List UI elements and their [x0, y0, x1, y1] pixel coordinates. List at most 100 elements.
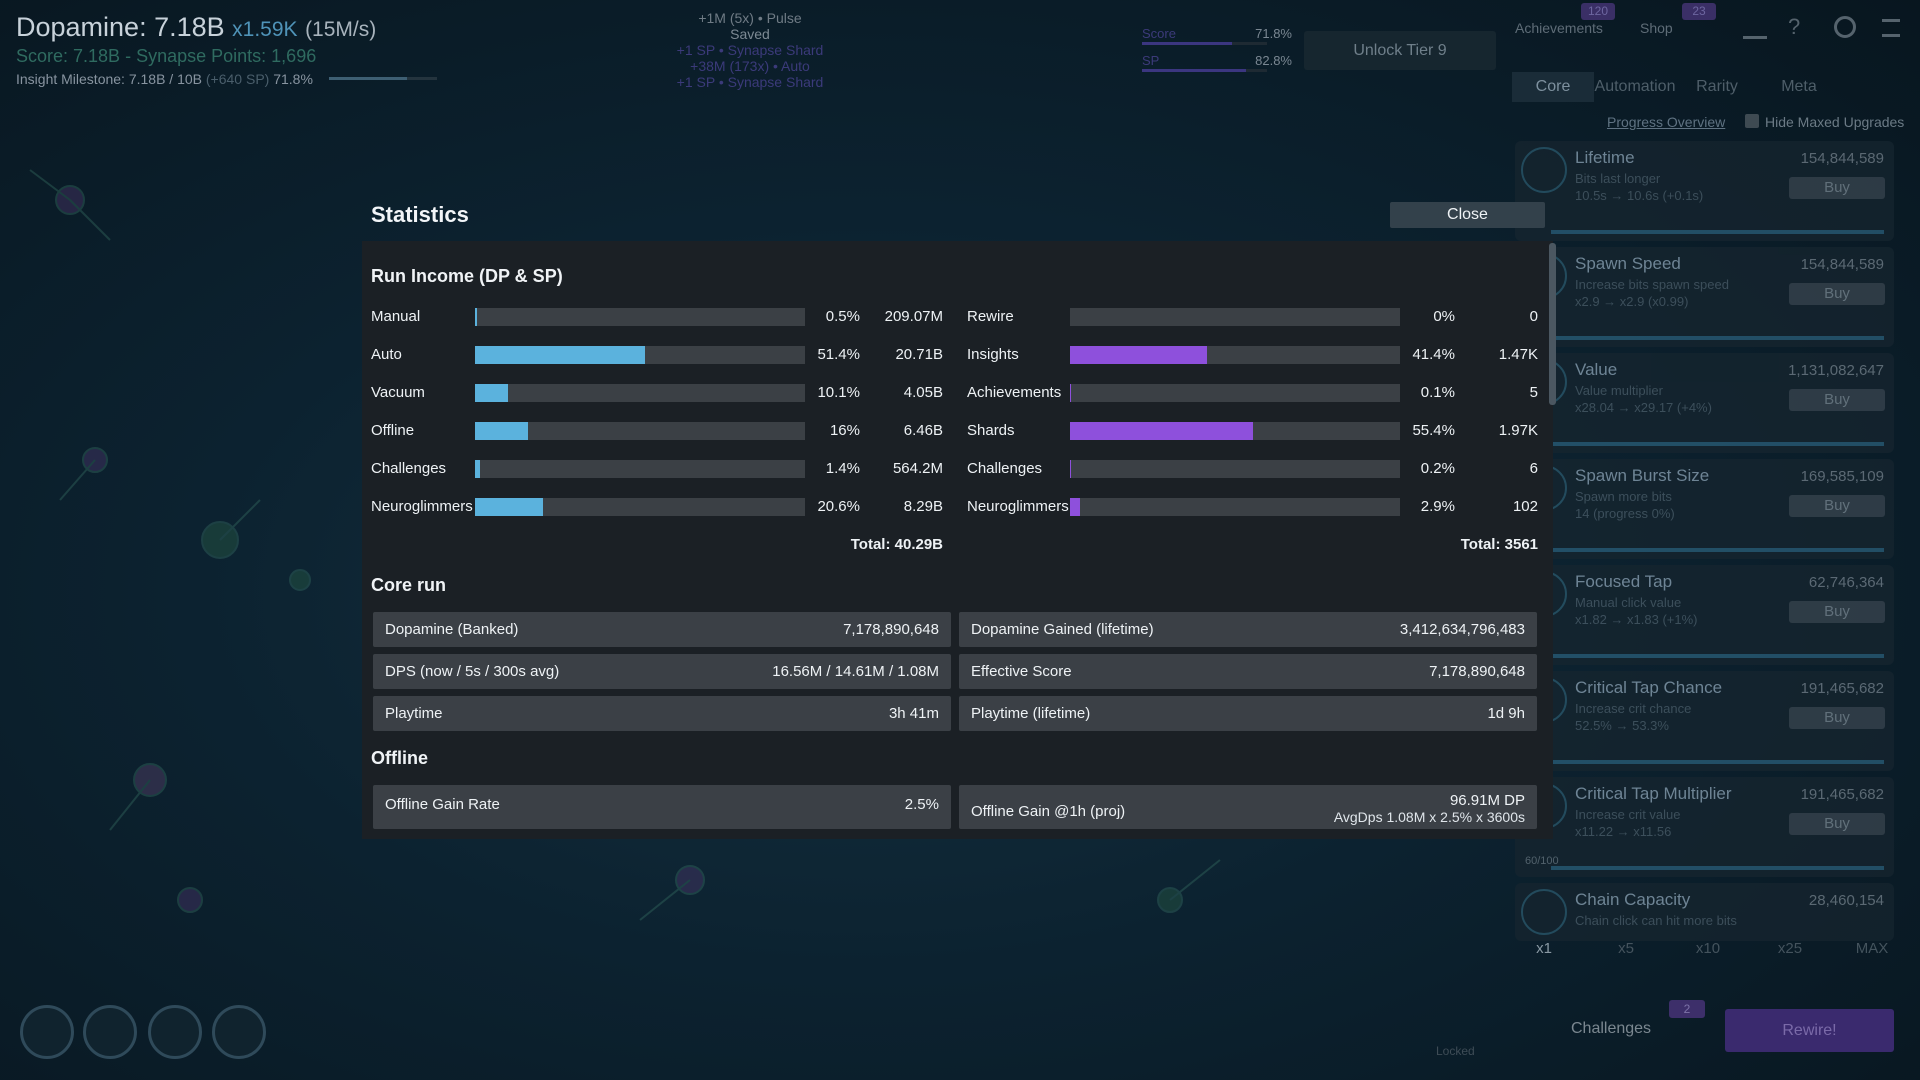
income-amount: 5	[1529, 384, 1538, 401]
buy-button[interactable]: Buy	[1789, 495, 1885, 517]
ability-icon[interactable]	[20, 1005, 74, 1059]
income-label: Shards	[967, 422, 1015, 439]
upgrade-icon	[1521, 147, 1567, 193]
stat-label: Playtime	[385, 705, 443, 722]
buy-amount[interactable]: MAX	[1855, 940, 1889, 957]
upgrade-progress	[1551, 230, 1884, 234]
tab[interactable]: Meta	[1781, 78, 1817, 95]
hide-maxed[interactable]: Hide Maxed Upgrades	[1765, 114, 1905, 130]
challenges-badge: 2	[1669, 1000, 1705, 1018]
separator: -	[125, 46, 132, 66]
income-bar	[475, 460, 480, 478]
buy-button[interactable]: Buy	[1789, 283, 1885, 305]
income-label: Vacuum	[371, 384, 425, 401]
challenges-button[interactable]: Challenges	[1571, 1020, 1652, 1037]
income-bar	[475, 422, 528, 440]
upgrade-cost: 62,746,364	[1808, 574, 1884, 591]
stat-label: Dopamine (Banked)	[385, 621, 519, 638]
income-amount: 102	[1512, 498, 1538, 515]
stat-label: Offline Gain @1h (proj)	[971, 803, 1126, 820]
buy-amount[interactable]: x10	[1695, 940, 1721, 957]
upgrade-card: Value 1,131,082,647 Value multiplier x28.04…	[1515, 353, 1894, 453]
notifications: +1M (5x) • Pulse Saved +1 SP • Synapse Sha…	[600, 10, 900, 90]
upgrade-name: Chain Capacity	[1575, 890, 1691, 909]
upgrade-description: Manual click value	[1575, 595, 1682, 610]
income-percent: 2.9%	[1420, 498, 1455, 515]
income-label: Challenges	[967, 460, 1043, 477]
milestone-label: Insight Milestone: 7.18B / 10B	[16, 71, 202, 87]
stats-icon[interactable]	[1743, 16, 1767, 39]
buy-button[interactable]: Buy	[1789, 707, 1885, 729]
buy-amount[interactable]: x25	[1777, 940, 1803, 957]
progress-overview[interactable]: Progress Overview	[1607, 114, 1726, 130]
stat-label: Playtime (lifetime)	[971, 705, 1091, 722]
ability-icon[interactable]	[83, 1005, 137, 1059]
buy-button[interactable]: Buy	[1789, 601, 1885, 623]
upgrade-card: Chain Capacity 28,460,154 Chain click can …	[1515, 883, 1894, 941]
upgrade-cost: 28,460,154	[1808, 892, 1884, 909]
stat-value: 3,412,634,796,483	[1399, 621, 1525, 638]
nav-button[interactable]: Achievements	[1515, 20, 1603, 36]
upgrade-cost: 191,465,682	[1800, 680, 1884, 697]
buy-button[interactable]: Buy	[1789, 813, 1885, 835]
settings-icon[interactable]	[1834, 16, 1856, 38]
upgrade-description: Chain click can hit more bits	[1575, 913, 1737, 928]
upgrade-card: Critical Tap Multiplier 191,465,682 Increa…	[1515, 777, 1894, 877]
income-amount: 8.29B	[903, 498, 943, 515]
milestone-bonus: (+640 SP)	[205, 71, 270, 87]
buy-button[interactable]: Buy	[1789, 177, 1885, 199]
upgrade-progress	[1551, 548, 1884, 552]
scrollbar[interactable]	[1549, 243, 1556, 405]
notification: +1 SP • Synapse Shard	[676, 74, 824, 90]
income-label: Insights	[967, 346, 1019, 363]
upgrade-name: Value	[1575, 360, 1618, 379]
notification: Saved	[730, 26, 770, 42]
income-percent: 41.4%	[1412, 346, 1455, 363]
menu-icon[interactable]	[1882, 19, 1900, 37]
upgrade-name: Lifetime	[1575, 148, 1635, 167]
buy-amount[interactable]: x1	[1536, 940, 1552, 957]
income-amount: 4.05B	[903, 384, 943, 401]
upgrade-detail: x1.82 → x1.83 (+1%)	[1575, 612, 1698, 627]
tab[interactable]: Automation	[1594, 78, 1676, 95]
upgrade-cost: 169,585,109	[1800, 468, 1884, 485]
upgrade-description: Bits last longer	[1575, 171, 1661, 186]
close-button[interactable]: Close	[1390, 202, 1545, 228]
income-amount: 6.46B	[903, 422, 943, 439]
income-label: Rewire	[967, 308, 1014, 325]
income-track	[475, 498, 805, 516]
help-icon[interactable]: ?	[1788, 14, 1801, 39]
upgrade-card: Focused Tap 62,746,364 Manual click value x…	[1515, 565, 1894, 665]
upgrade-progress	[1551, 866, 1884, 870]
income-track	[475, 422, 805, 440]
stat-row: Playtime 3h 41m	[373, 696, 951, 731]
nav-button[interactable]: Shop	[1640, 20, 1673, 36]
section-title: Core run	[371, 575, 447, 595]
buy-button[interactable]: Buy	[1789, 389, 1885, 411]
unlock-button[interactable]: Unlock Tier 9	[1304, 31, 1496, 70]
stat-value: 96.91M DP	[1449, 792, 1525, 809]
upgrade-cost: 191,465,682	[1800, 786, 1884, 803]
tab[interactable]: Rarity	[1696, 78, 1738, 95]
rewire-button[interactable]: Rewire!	[1725, 1009, 1894, 1052]
buy-amount[interactable]: x5	[1618, 940, 1634, 957]
stat-row: Playtime (lifetime) 1d 9h	[959, 696, 1537, 731]
income-amount: 1.97K	[1498, 422, 1538, 439]
income-percent: 0%	[1433, 308, 1455, 325]
ability-icon[interactable]	[212, 1005, 266, 1059]
checkbox[interactable]	[1745, 114, 1759, 128]
tab[interactable]: Core	[1512, 72, 1594, 102]
income-track	[475, 384, 805, 402]
upgrade-detail: x2.9 → x2.9 (x0.99)	[1575, 294, 1689, 309]
income-percent: 0.2%	[1420, 460, 1455, 477]
synapse-points: Synapse Points: 1,696	[136, 46, 317, 66]
income-percent: 16%	[829, 422, 860, 439]
income-label: Auto	[371, 346, 402, 363]
income-track	[475, 308, 805, 326]
ability-icon[interactable]	[148, 1005, 202, 1059]
stat-row: Dopamine (Banked) 7,178,890,648	[373, 612, 951, 647]
income-percent: 51.4%	[817, 346, 860, 363]
income-amount: 6	[1529, 460, 1538, 477]
